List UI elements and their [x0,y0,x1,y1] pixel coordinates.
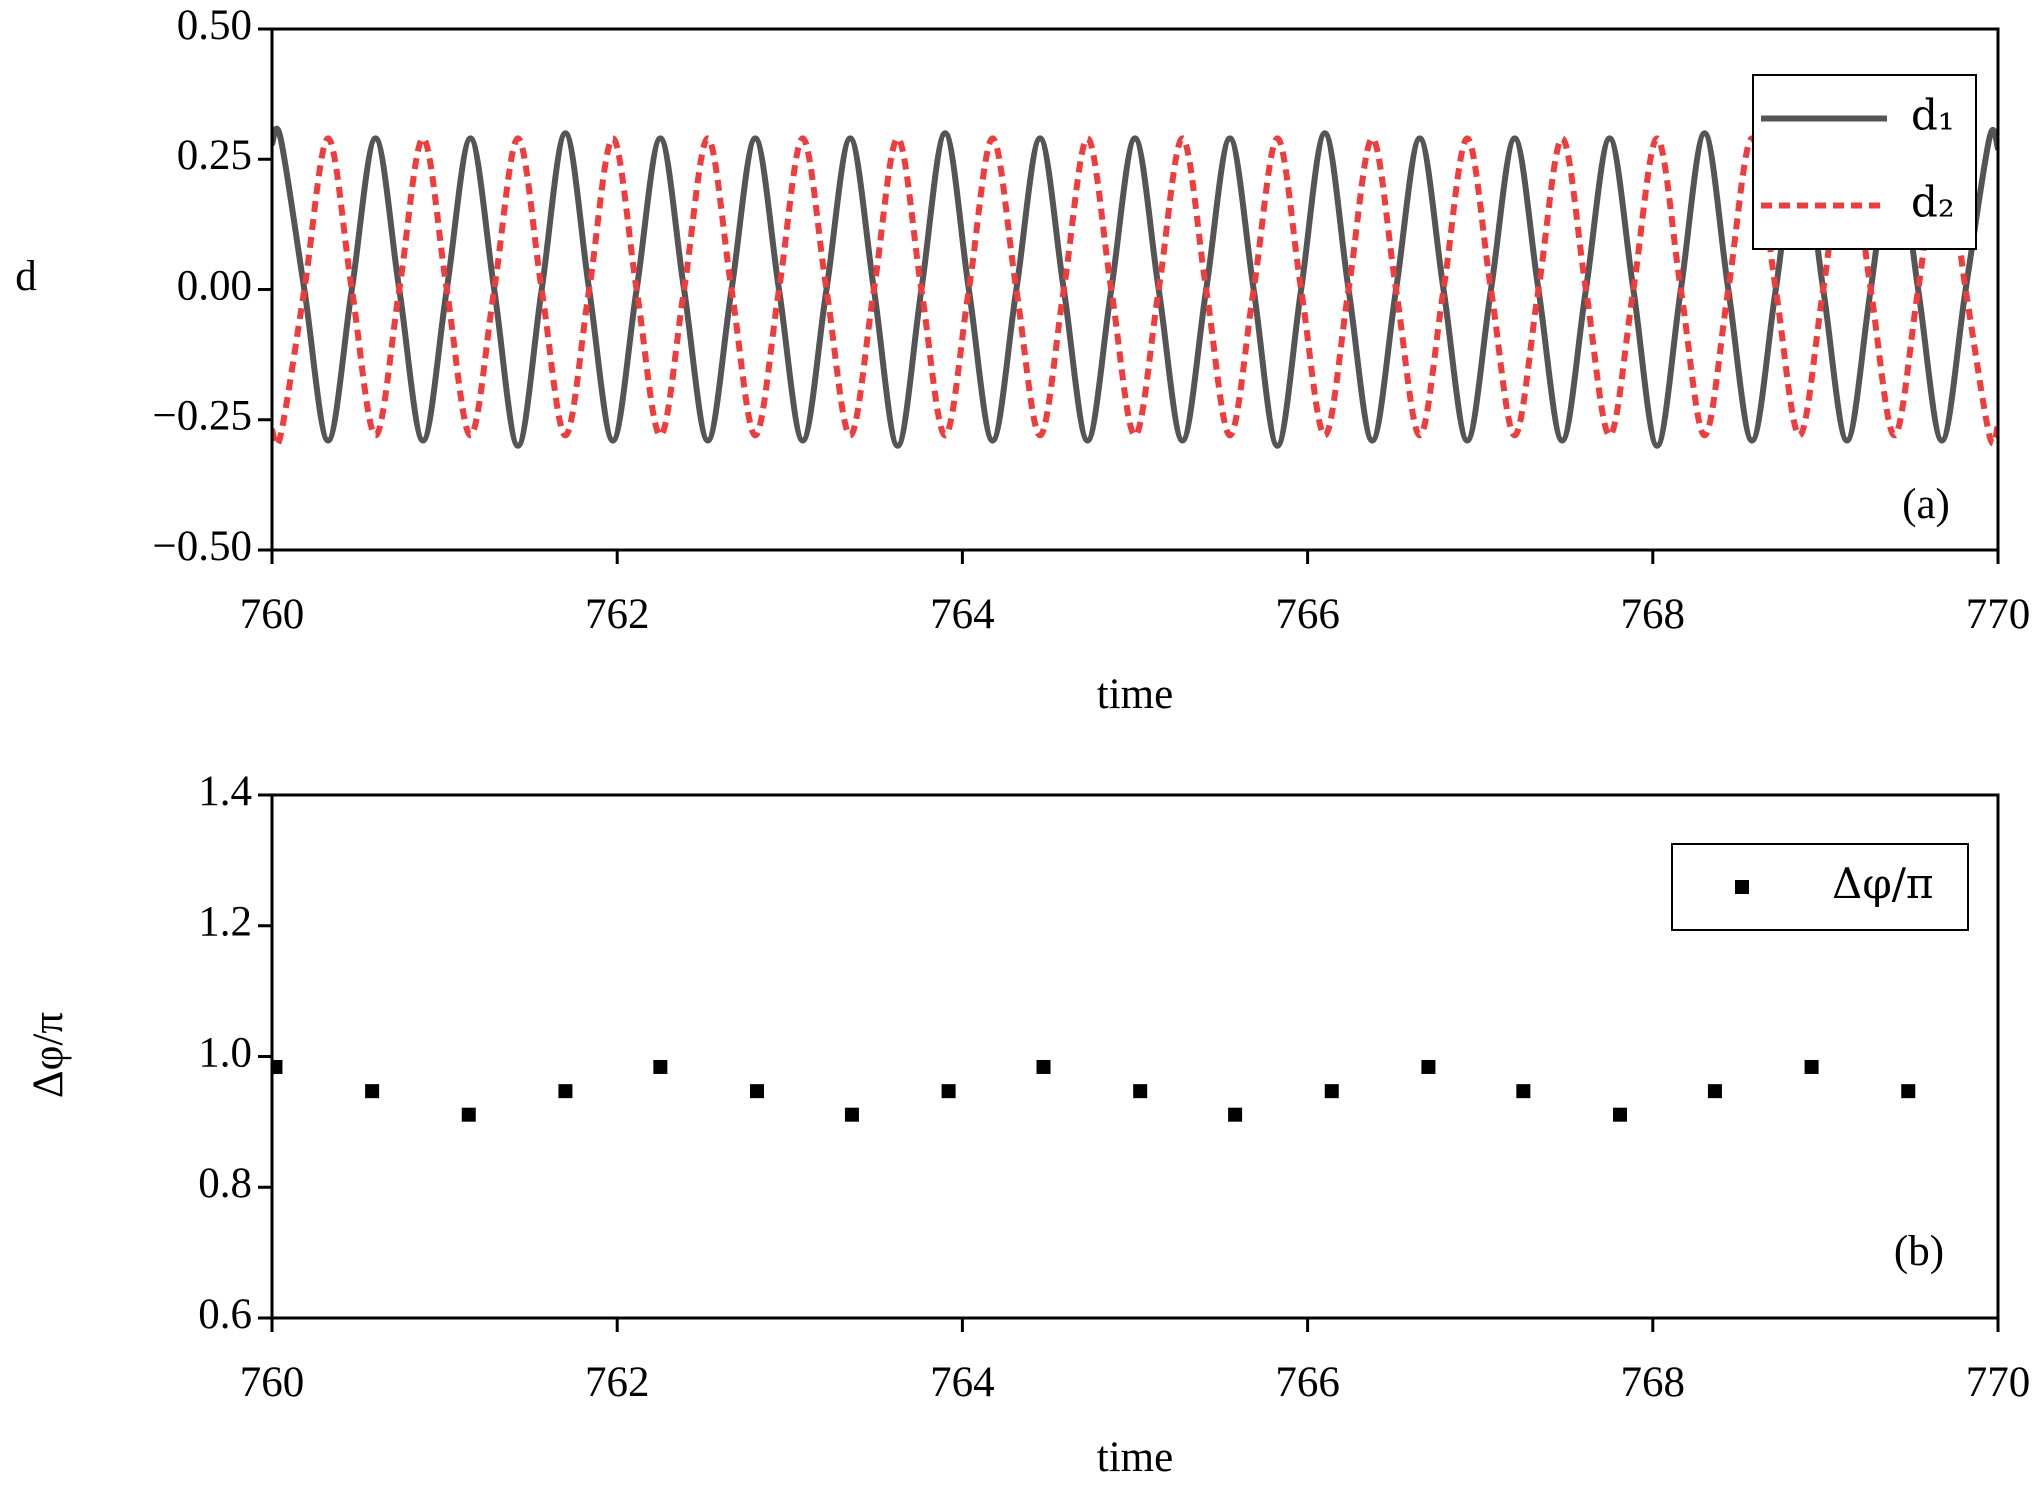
scatter-point [1133,1084,1148,1099]
scatter-point [941,1084,956,1099]
scatter-point [558,1084,573,1099]
x-tick-label: 762 [585,1359,650,1406]
panel-label: (a) [1902,481,1950,528]
x-tick-label: 764 [930,1359,995,1406]
y-tick-label: −0.50 [152,523,252,570]
scatter-point [844,1107,859,1122]
x-tick-label: 766 [1275,591,1340,638]
y-tick-label: 1.2 [198,899,252,946]
legend-box [1671,843,1969,931]
x-tick-label: 764 [930,591,995,638]
panel-label: (b) [1894,1228,1944,1275]
y-tick-label: 1.0 [198,1029,252,1076]
x-tick-label: 768 [1621,591,1686,638]
y-axis-label: d [15,253,37,300]
x-tick-label: 770 [1966,591,2031,638]
x-tick-label: 768 [1621,1359,1686,1406]
legend-label: Δφ/π [1832,859,1934,908]
scatter-point [653,1059,668,1074]
scatter-point [1421,1059,1436,1074]
x-tick-label: 760 [240,1359,305,1406]
plot-area [272,125,1998,449]
x-tick-label: 760 [240,591,305,638]
legend-box [1752,74,1977,250]
scatter-point [1707,1084,1722,1099]
legend-label: d₂ [1911,178,1955,227]
series-line [272,125,1998,449]
y-tick-label: −0.25 [152,393,252,440]
scatter-point [272,1059,283,1074]
scatter-point [365,1084,380,1099]
scatter-point [1804,1059,1819,1074]
y-tick-label: 0.00 [177,262,252,309]
y-axis-label: Δφ/π [25,1012,72,1098]
y-tick-label: 0.25 [177,132,252,179]
legend-swatch [1735,880,1749,894]
x-axis-label: time [1097,671,1173,718]
y-tick-label: 1.4 [198,768,252,815]
axes-frame [270,793,2000,1320]
legend-label: d₁ [1911,91,1955,140]
x-tick-label: 762 [585,591,650,638]
x-tick-label: 766 [1275,1359,1340,1406]
scatter-point [1901,1084,1916,1099]
plot-area [272,1059,1916,1122]
scatter-point [461,1107,476,1122]
x-axis-label: time [1097,1434,1173,1481]
axes-frame [270,27,2000,552]
scatter-point [1516,1084,1531,1099]
y-tick-label: 0.8 [198,1160,252,1207]
y-tick-label: 0.50 [177,2,252,49]
scatter-point [1613,1107,1628,1122]
scatter-point [1036,1059,1051,1074]
scatter-point [750,1084,765,1099]
x-tick-label: 770 [1966,1359,2031,1406]
scatter-point [1324,1084,1339,1099]
y-tick-label: 0.6 [198,1291,252,1338]
scatter-point [1228,1107,1243,1122]
